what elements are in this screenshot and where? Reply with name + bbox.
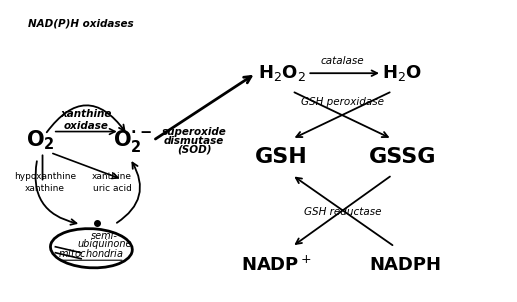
Text: $\it{mitochondria}$: $\it{mitochondria}$ <box>58 247 124 259</box>
Text: dismutase: dismutase <box>164 136 224 146</box>
Text: uric acid: uric acid <box>93 184 131 193</box>
Text: hypoxanthine: hypoxanthine <box>14 172 76 181</box>
Text: xanthine: xanthine <box>60 109 112 119</box>
Text: GSH: GSH <box>255 147 308 167</box>
Text: oxidase: oxidase <box>64 120 109 130</box>
Text: NADP$^+$: NADP$^+$ <box>241 255 312 274</box>
Text: GSH peroxidase: GSH peroxidase <box>301 97 384 107</box>
Text: superoxide: superoxide <box>162 127 226 137</box>
Text: ubiquinone: ubiquinone <box>77 239 131 249</box>
Text: xanthine: xanthine <box>25 184 65 193</box>
Text: H$_2$O$_2$: H$_2$O$_2$ <box>257 63 306 83</box>
Text: GSH reductase: GSH reductase <box>303 207 381 217</box>
Text: xanthine: xanthine <box>92 172 132 181</box>
Text: NADPH: NADPH <box>369 256 441 274</box>
Text: NAD(P)H oxidases: NAD(P)H oxidases <box>28 19 134 29</box>
Text: semi-: semi- <box>91 231 118 241</box>
Text: $\mathbf{O_2^{\cdot-}}$: $\mathbf{O_2^{\cdot-}}$ <box>113 127 152 153</box>
Text: GSSG: GSSG <box>369 147 436 167</box>
Text: $\mathbf{O_2}$: $\mathbf{O_2}$ <box>25 129 54 152</box>
Text: H$_2$O: H$_2$O <box>383 63 422 83</box>
Text: catalase: catalase <box>321 56 364 66</box>
Text: (SOD): (SOD) <box>177 144 211 155</box>
